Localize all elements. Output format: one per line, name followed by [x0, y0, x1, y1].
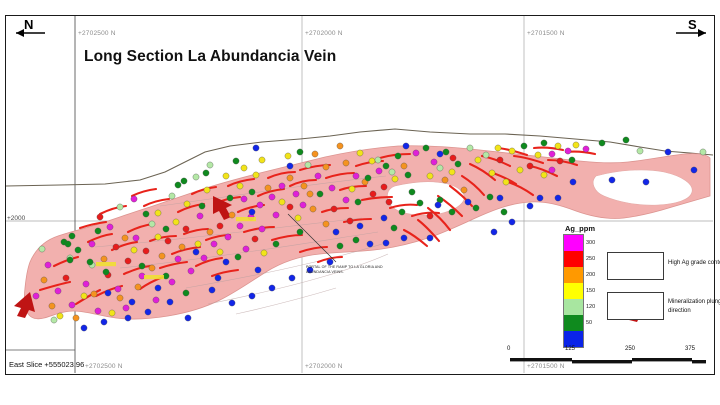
legend-swatch-plunge	[607, 292, 664, 320]
colorbar-tick-300: 300	[586, 240, 596, 246]
scale-tick-125: 125	[565, 346, 576, 352]
internal-structure-lines	[94, 175, 389, 315]
grid-label-n-top-3: +2701500 N	[527, 30, 565, 37]
scale-tick-375: 375	[685, 346, 696, 352]
portal-annotation: PORTAL OF THE RAMP TO LA GLORIA AND ABUN…	[306, 265, 383, 275]
body-void-right	[592, 169, 693, 206]
east-slice-label: East Slice +555023.96	[9, 360, 85, 369]
drillhole-id-tags	[96, 217, 256, 280]
colorbar-tick-200: 200	[586, 272, 596, 278]
portal-leader-line	[287, 213, 337, 263]
south-label: S	[688, 17, 697, 32]
colorbar-title: Ag_ppm	[565, 224, 595, 233]
grid-label-n-bottom-3: +2701500 N	[527, 363, 565, 370]
grid-label-n-bottom-1: +2702500 N	[85, 363, 123, 370]
colorbar-tick-250: 250	[586, 256, 596, 262]
grid-label-n-top-1: +2702500 N	[78, 30, 116, 37]
plunge-arrow-upper	[213, 196, 232, 220]
colorbar-tick-50: 50	[586, 320, 593, 326]
ag-ppm-colorbar	[563, 234, 584, 348]
colorbar-tick-150: 150	[586, 288, 596, 294]
drillhole-assay-dots	[32, 136, 707, 332]
legend-label-contour: High Ag grade contour	[668, 260, 720, 266]
plunge-arrow-lower	[14, 292, 35, 318]
colorbar-tick-120: 120	[586, 304, 596, 310]
legend-swatch-contour	[607, 252, 664, 280]
scale-tick-0: 0	[507, 346, 511, 352]
body-void-center	[387, 181, 465, 216]
mineralized-body-polygon	[24, 145, 711, 320]
north-label: N	[24, 17, 34, 32]
north-arrow-icon	[16, 29, 45, 37]
elevation-tick-label: +2000	[7, 215, 26, 222]
grid-label-n-top-2: +2702000 N	[305, 30, 343, 37]
legend-label-plunge: Mineralization plunge direction	[668, 299, 720, 314]
scale-tick-250: 250	[625, 346, 636, 352]
scale-bar	[510, 358, 706, 364]
page-title: Long Section La Abundancia Vein	[84, 48, 337, 65]
grid-label-n-bottom-2: +2702000 N	[305, 363, 343, 370]
south-arrow-icon	[676, 29, 706, 37]
topographic-surface-line	[6, 128, 713, 187]
